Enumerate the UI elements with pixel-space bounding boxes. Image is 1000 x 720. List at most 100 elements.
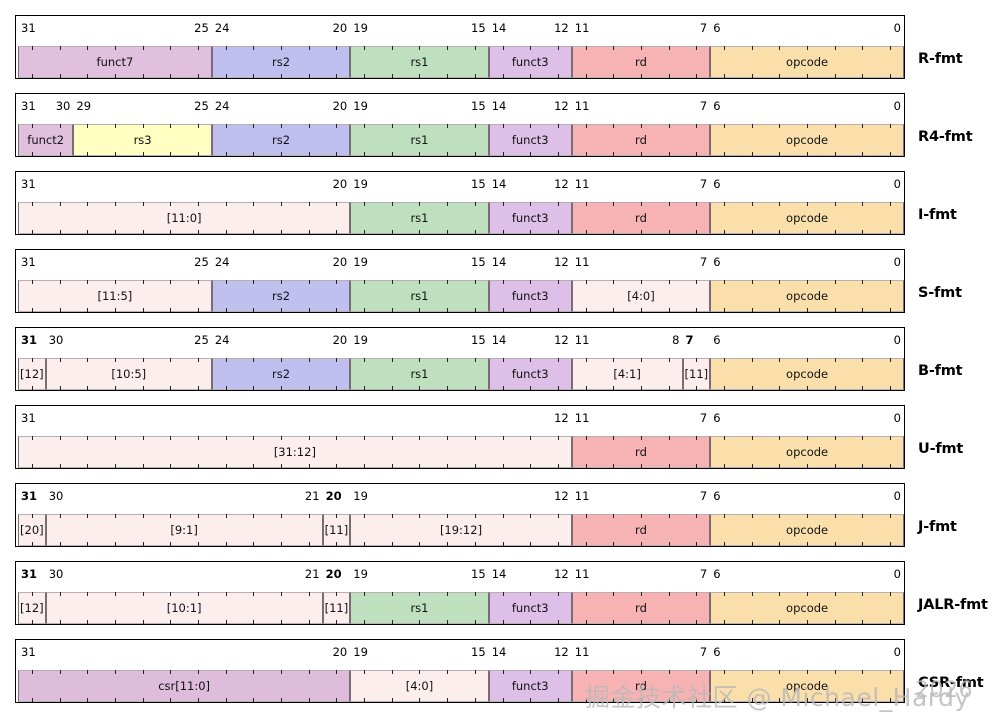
field-band: [20] [9:1] [11] [19:12] rd opcode [16,514,906,546]
bit-number-strip: 31 30 21 20 19 15 14 12 11 7 6 0 [16,562,906,592]
instruction-field: [4:0] [350,670,489,702]
bit-number-strip: 31 25 24 20 19 15 14 12 11 7 6 0 [16,250,906,280]
format-name-label: U-fmt [918,441,964,457]
bit-number-label: 20 [325,489,342,503]
instruction-field: funct7 [18,46,212,78]
format-panel: 31 20 19 15 14 12 11 7 6 0 [11:0] rs1 funct3 rd opcode [15,171,905,235]
bit-number-label: 25 [194,333,209,347]
bit-number-label: 6 [713,411,721,425]
bit-number-label: 12 [554,333,569,347]
instruction-field: funct3 [488,592,572,624]
bit-number-strip: 31 20 19 15 14 12 11 7 6 0 [16,640,906,670]
bit-number-label: 12 [554,411,569,425]
instruction-field: opcode [710,670,904,702]
instruction-field: opcode [710,280,904,312]
bit-number-label: 25 [194,21,209,35]
bit-number-label: 30 [48,489,64,503]
instruction-field: [4:1] [571,358,683,390]
bit-number-label: 15 [471,333,486,347]
bit-number-label: 6 [713,645,721,659]
bit-number-label: 11 [574,333,590,347]
instruction-field: funct2 [18,124,74,156]
instruction-field: rs1 [350,280,489,312]
instruction-format-row: 31 30 29 25 24 20 19 15 14 12 11 7 6 0 funct2 rs3 rs2 rs1… [15,93,905,157]
bit-number-label: 0 [893,99,901,113]
bit-number-label: 20 [332,177,348,191]
field-band: [12] [10:1] [11] rs1 funct3 rd opcode [16,592,906,624]
instruction-field: [20] [18,514,46,546]
bit-number-label: 12 [554,21,569,35]
bit-number-label: 7 [699,645,708,659]
instruction-field: funct3 [488,202,572,234]
format-name-label: R4-fmt [918,129,973,145]
bit-number-label: 31 [21,411,36,425]
bit-number-label: 0 [893,489,901,503]
bit-number-label: 30 [55,99,71,113]
bit-number-label: 14 [491,21,507,35]
bit-number-label: 19 [353,255,368,269]
format-panel: 31 30 21 20 19 15 14 12 11 7 6 0 [12] [10:1] [11] rs1 fu… [15,561,905,625]
bit-number-label: 6 [713,99,721,113]
bit-number-label: 6 [713,489,721,503]
instruction-field: rd [571,202,711,234]
bit-number-label: 15 [471,99,486,113]
bit-number-label: 11 [574,489,590,503]
bit-number-label: 24 [214,21,230,35]
bit-number-label: 20 [332,333,348,347]
bit-number-label: 15 [471,645,486,659]
bit-number-label: 15 [471,567,486,581]
bit-number-label: 12 [554,645,569,659]
instruction-format-row: 31 25 24 20 19 15 14 12 11 7 6 0 [11:5] rs2 rs1 funct3[… [15,249,905,313]
bit-number-label: 31 [21,489,38,503]
bit-number-label: 19 [353,99,368,113]
bit-number-label: 31 [21,21,36,35]
instruction-field: rs1 [350,46,489,78]
bit-number-label: 7 [699,567,708,581]
field-band: [11:5] rs2 rs1 funct3 [4:0] opcode [16,280,906,312]
bit-number-label: 20 [332,645,348,659]
instruction-field: rd [571,46,711,78]
instruction-field: [11:0] [18,202,351,234]
instruction-field: rs3 [73,124,212,156]
bit-number-label: 31 [21,567,38,581]
field-band: csr[11:0] [4:0] funct3 rd opcode [16,670,906,702]
bit-number-label: 0 [893,177,901,191]
format-name-label: B-fmt [918,363,963,379]
bit-number-label: 14 [491,99,507,113]
bit-number-label: 6 [713,567,721,581]
bit-number-label: 30 [48,567,64,581]
bit-number-label: 7 [699,99,708,113]
bit-number-label: 31 [21,645,36,659]
bit-number-label: 15 [471,255,486,269]
bit-number-label: 7 [699,489,708,503]
instruction-field: opcode [710,592,904,624]
format-name-label: S-fmt [918,285,962,301]
instruction-field: [12] [18,592,46,624]
bit-number-label: 11 [574,411,590,425]
format-name-label: I-fmt [918,207,957,223]
instruction-field: rs2 [211,280,351,312]
bit-number-label: 12 [554,567,569,581]
bit-number-label: 0 [893,567,901,581]
bit-number-label: 19 [353,333,368,347]
bit-number-label: 12 [554,489,569,503]
bit-number-label: 15 [471,21,486,35]
instruction-field: [11] [322,514,351,546]
instruction-format-row: 31 30 21 20 19 12 11 7 6 0 [20] [9:1] [11] [19:12] rd o… [15,483,905,547]
bit-number-label: 14 [491,255,507,269]
field-band: [11:0] rs1 funct3 rd opcode [16,202,906,234]
bit-number-label: 30 [48,333,64,347]
bit-number-label: 0 [893,645,901,659]
format-panel: 31 30 29 25 24 20 19 15 14 12 11 7 6 0 funct2 rs3 rs2 rs1… [15,93,905,157]
instruction-field: [12] [18,358,46,390]
bit-number-label: 21 [304,567,320,581]
bit-number-strip: 31 25 24 20 19 15 14 12 11 7 6 0 [16,16,906,46]
bit-number-label: 6 [713,21,721,35]
bit-number-label: 25 [194,255,209,269]
format-panel: 31 25 24 20 19 15 14 12 11 7 6 0 funct7 rs2 rs1 funct3 r… [15,15,905,79]
bit-number-label: 11 [574,21,590,35]
bit-number-label: 7 [699,255,708,269]
instruction-format-row: 31 25 24 20 19 15 14 12 11 7 6 0 funct7 rs2 rs1 funct3 r… [15,15,905,79]
bit-number-label: 19 [353,567,368,581]
bit-number-label: 8 [672,333,680,347]
